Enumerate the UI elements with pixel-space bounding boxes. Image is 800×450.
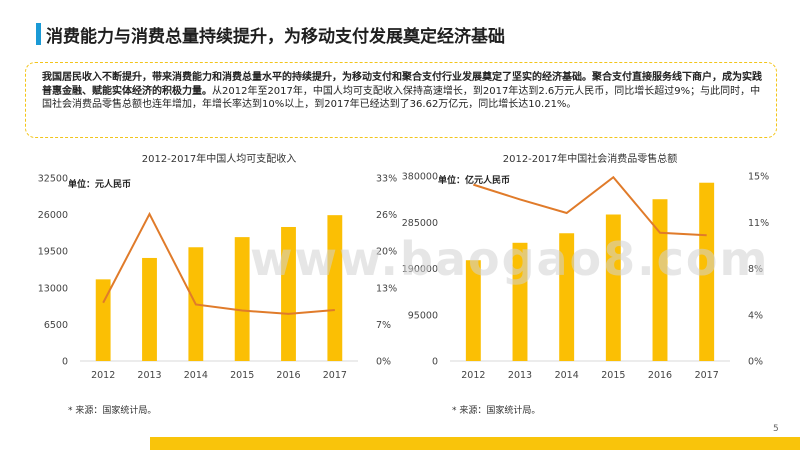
bar-2016	[281, 226, 296, 361]
title-accent-bar	[36, 23, 41, 45]
bar-2014	[559, 233, 575, 361]
x-axis-tick-label: 2016	[648, 370, 672, 381]
x-axis-tick-label: 2015	[601, 370, 625, 381]
bar-2013	[512, 242, 528, 361]
unit-label: 单位：元人民币	[68, 178, 131, 190]
right-axis-tick-label: 8%	[748, 264, 763, 275]
right-axis-tick-label: 13%	[376, 283, 397, 294]
disposable-income-chart: 2012-2017年中国人均可支配收入 0 6500 13000 19500 26000 3…	[18, 148, 408, 398]
disposable-income-chart-svg: 2012-2017年中国人均可支配收入 0 6500 13000 19500 26000 3…	[38, 152, 397, 381]
chart-title: 2012-2017年中国人均可支配收入	[142, 152, 297, 165]
unit-label: 单位：亿元人民币	[438, 174, 510, 186]
right-axis-tick-label: 33%	[376, 174, 397, 185]
growth-rate-line	[102, 211, 335, 315]
x-axis-tick-label: 2017	[695, 370, 719, 381]
right-axis-tick-label: 11%	[748, 218, 769, 229]
x-axis-tick-label: 2014	[184, 370, 208, 381]
left-axis-tick-label: 190000	[402, 264, 438, 275]
summary-text: 从2012年至2017年，中国人均可支配收入保持高速增长，到2017年达到2.6…	[42, 85, 761, 111]
x-axis-tick-label: 2012	[91, 370, 115, 381]
bar-2017	[327, 215, 343, 361]
bar-2015	[234, 237, 250, 361]
source-note-left: * 来源：国家统计局。	[68, 406, 157, 416]
page-title: 消费能力与消费总量持续提升，为移动支付发展奠定经济基础	[46, 27, 505, 47]
left-axis-tick-label: 13000	[38, 283, 68, 294]
right-axis-tick-label: 15%	[748, 172, 769, 183]
x-axis-tick-label: 2013	[508, 370, 532, 381]
bar-2016	[652, 199, 668, 361]
bar-2017	[699, 182, 715, 361]
page-number: 5	[773, 424, 779, 434]
left-axis-tick-label: 26000	[38, 210, 68, 221]
x-axis-tick-label: 2014	[555, 370, 579, 381]
bar-2012	[465, 260, 481, 361]
right-axis-tick-label: 26%	[376, 210, 397, 221]
left-axis-tick-label: 6500	[44, 320, 68, 331]
summary-box: 我国居民收入不断提升，带来消费能力和消费总量水平的持续提升，为移动支付和聚合支付…	[25, 62, 777, 138]
bar-2013	[142, 257, 157, 361]
left-axis-tick-label: 19500	[38, 247, 68, 258]
right-axis-tick-label: 0%	[748, 357, 763, 368]
retail-sales-chart: 2012-2017年中国社会消费品零售总额 0 95000 190000 285000 3…	[400, 148, 790, 398]
summary-bold-text: 我国居民收入不断提升，带来消费能力和消费总量水平的持续提升，为移动支付和聚合支付…	[42, 72, 762, 97]
footer-bar	[150, 437, 800, 450]
left-axis-tick-label: 0	[432, 357, 438, 368]
retail-sales-chart-svg: 2012-2017年中国社会消费品零售总额 0 95000 190000 285000 3…	[402, 152, 769, 381]
left-axis-tick-label: 0	[62, 357, 68, 368]
growth-rate-line	[473, 175, 707, 237]
bar-2015	[605, 214, 621, 361]
right-axis-tick-label: 0%	[376, 357, 391, 368]
x-axis-tick-label: 2015	[230, 370, 254, 381]
right-axis-tick-label: 7%	[376, 320, 391, 331]
left-axis-tick-label: 32500	[38, 174, 68, 185]
source-note-right: * 来源：国家统计局。	[452, 406, 541, 416]
x-axis-tick-label: 2016	[276, 370, 300, 381]
x-axis-tick-label: 2012	[461, 370, 485, 381]
left-axis-tick-label: 95000	[408, 310, 438, 321]
x-axis-tick-label: 2017	[323, 370, 347, 381]
left-axis-tick-label: 380000	[402, 172, 438, 183]
right-axis-tick-label: 4%	[748, 310, 763, 321]
left-axis-tick-label: 285000	[402, 218, 438, 229]
bar-2012	[95, 279, 111, 361]
right-axis-tick-label: 20%	[376, 247, 397, 258]
x-axis-tick-label: 2013	[137, 370, 161, 381]
chart-title: 2012-2017年中国社会消费品零售总额	[503, 152, 678, 165]
